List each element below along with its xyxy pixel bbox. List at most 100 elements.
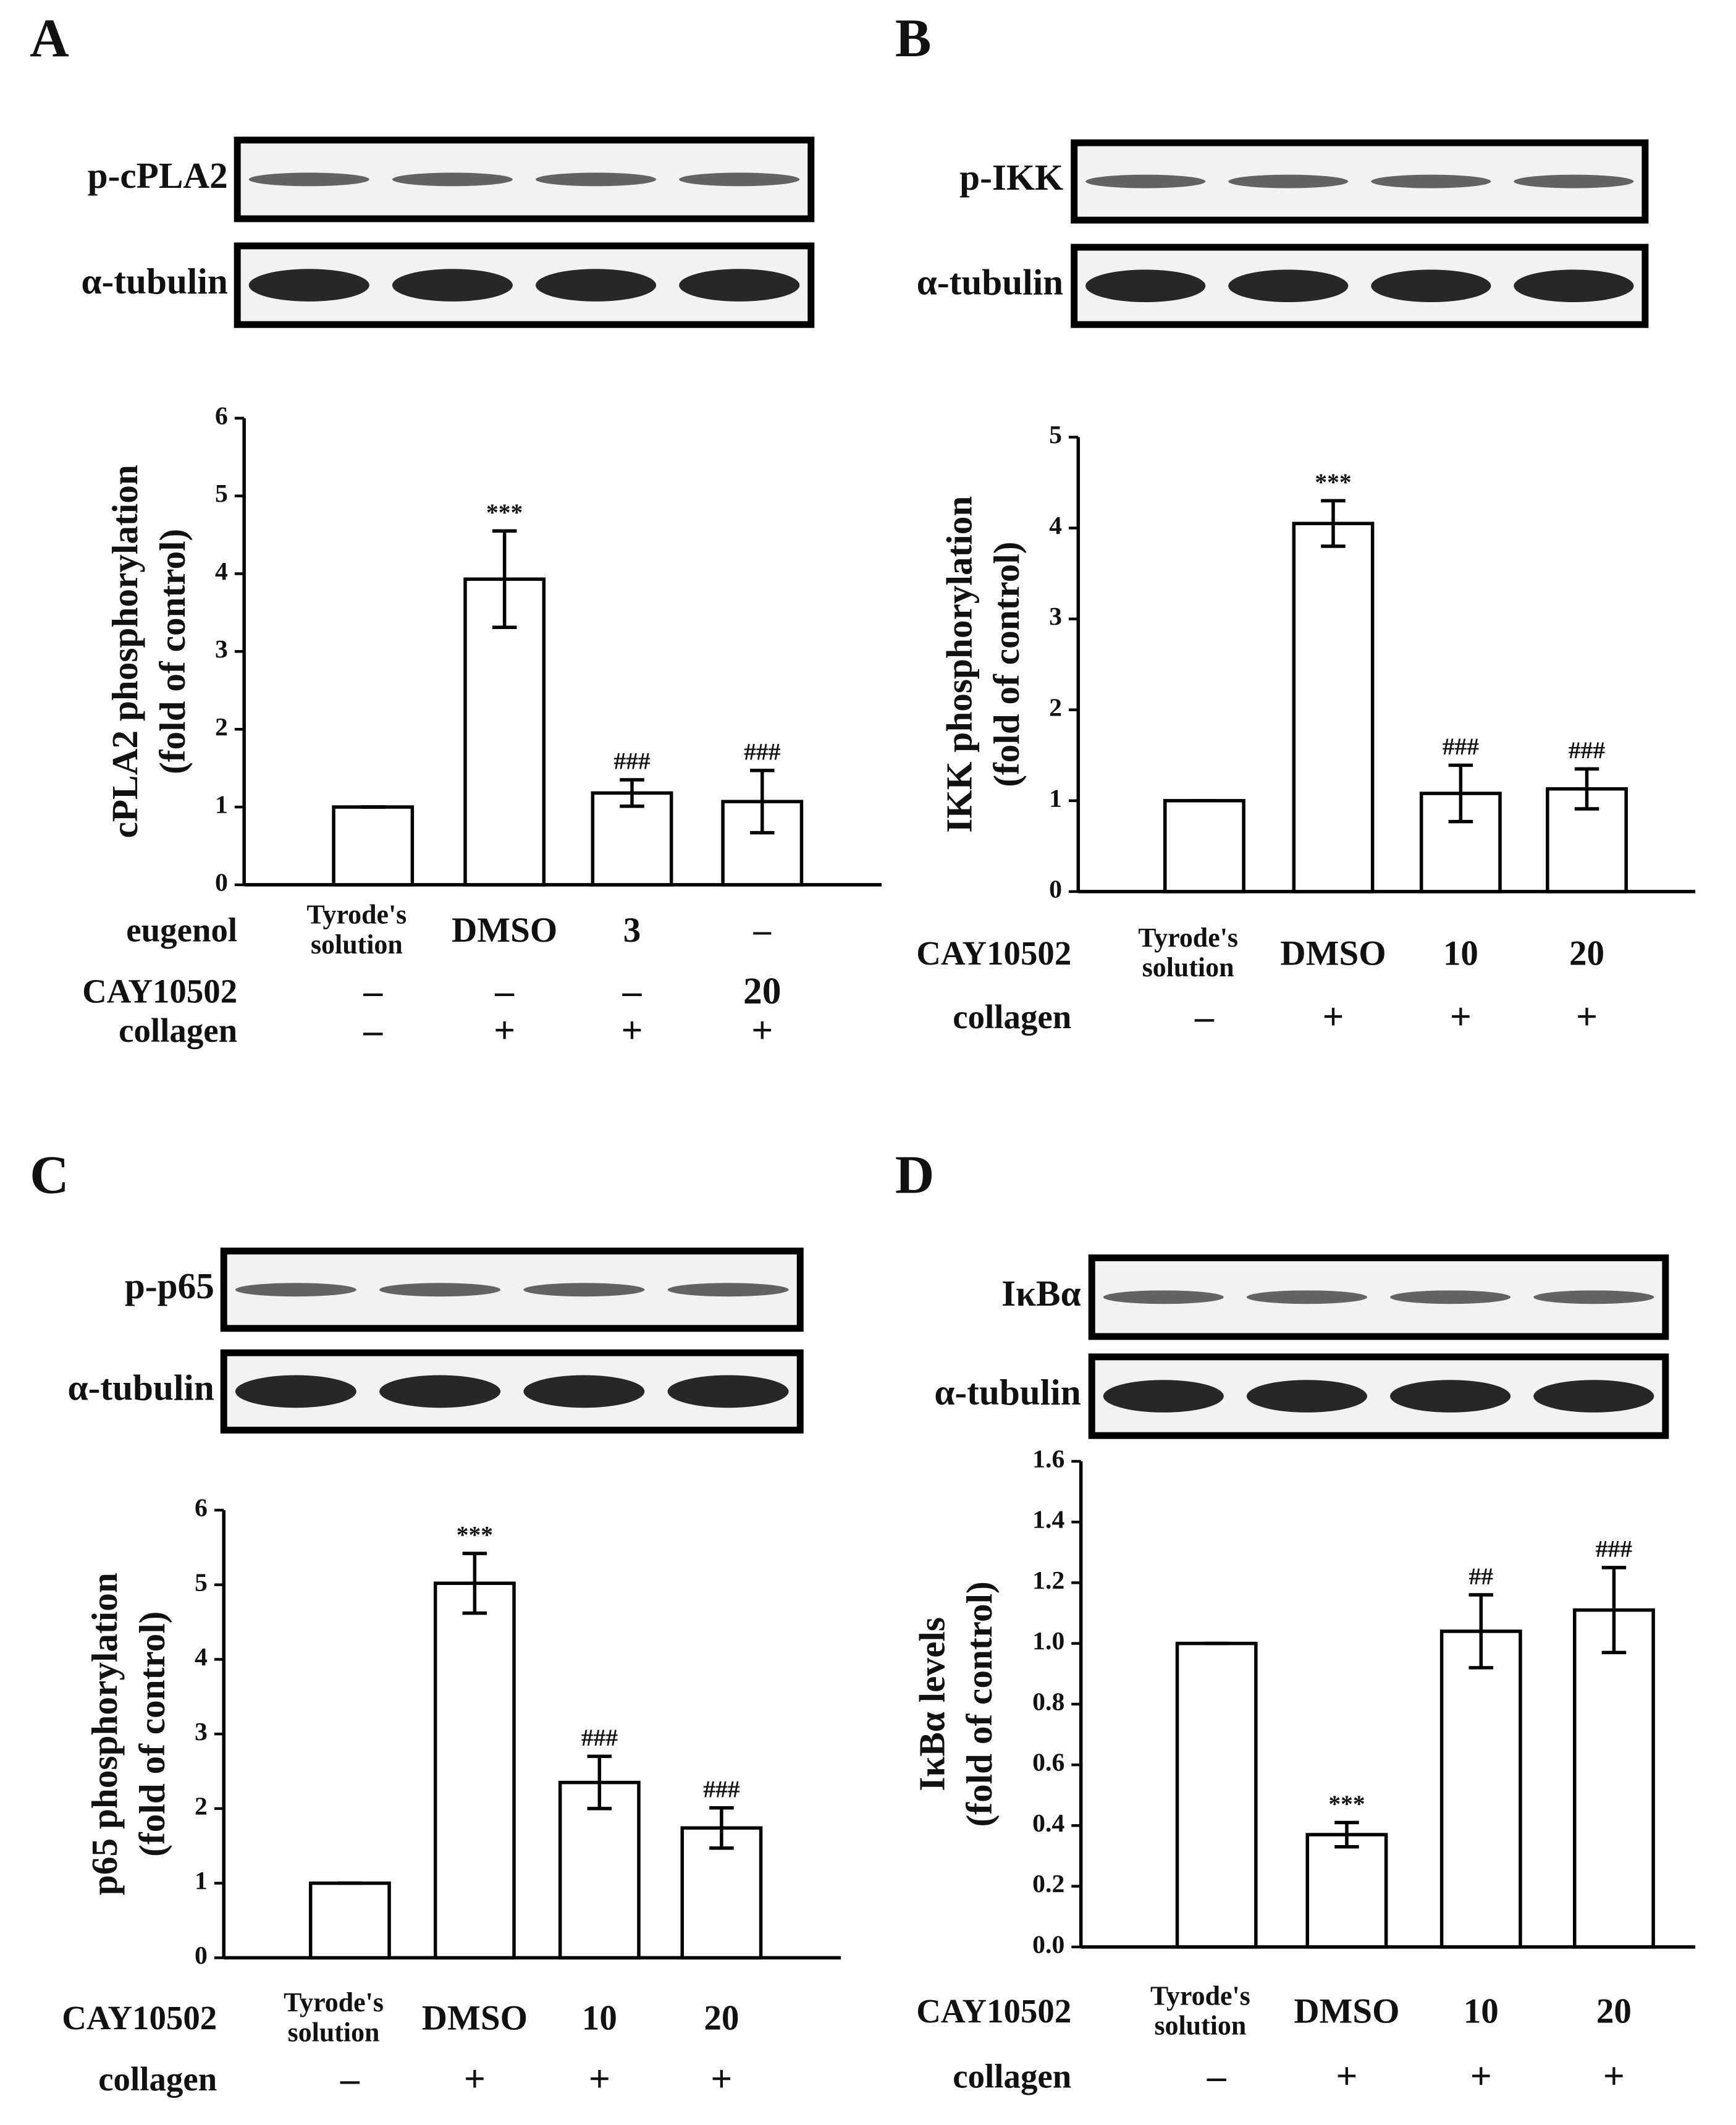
y-tick-label: 4 [195,1643,208,1671]
y-tick-label: 1.6 [1032,1445,1064,1473]
significance: *** [457,1521,493,1548]
y-tick-label: 5 [195,1568,208,1597]
blot-band [1228,269,1349,303]
y-axis-label: IκBα levels [911,1617,952,1791]
blot-label: IκBα [1001,1273,1081,1314]
row-label: collagen [953,2058,1071,2095]
bar [1439,1629,1522,1949]
row-label: collagen [98,2060,217,2098]
blot-band [523,1375,645,1408]
treatment-label: – [1207,2055,1227,2097]
y-tick-label: 6 [195,1494,208,1523]
y-tick-label: 3 [195,1718,208,1746]
treatment-label: – [494,970,515,1012]
treatment-label: – [363,970,383,1012]
blot-band [248,172,369,187]
blot-band [1085,174,1206,188]
row-label: eugenol [126,911,237,949]
y-axis-label: cPLA2 phosphorylation [104,465,145,838]
category-label: DMSO [1294,1992,1399,2031]
treatment-label: – [1194,996,1215,1038]
blot-band [392,269,513,302]
blot-band [679,172,800,187]
blot-label: α-tubulin [917,261,1063,302]
category-label: 20 [1596,1992,1632,2031]
y-axis-label: (fold of control) [959,1581,1000,1827]
y-tick-label: 5 [215,479,228,508]
significance: ### [703,1775,740,1802]
panel-letter: D [895,1145,934,1205]
blot-label: p-IKK [959,157,1063,198]
blot-label: α-tubulin [68,1367,214,1408]
row-label: CAY10502 [82,972,237,1010]
blot-band [667,1375,789,1408]
blot-band [248,269,369,302]
significance: ### [1569,737,1606,764]
y-tick-label: 4 [215,557,228,586]
category-label: 20 [1569,934,1604,973]
category-label: – [753,911,772,950]
significance: ### [1596,1536,1633,1563]
category-label: 10 [582,1999,617,2038]
blot-band [1390,1380,1511,1413]
blot-label: p-cPLA2 [88,155,228,196]
y-tick-label: 2 [215,713,228,741]
significance: *** [1315,468,1351,496]
blot-band [523,1283,645,1297]
significance: ### [581,1724,618,1751]
bar [433,1581,516,1960]
bar [332,805,415,887]
treatment-label: 20 [743,970,781,1012]
blot-band [235,1375,356,1408]
blot-band [1103,1290,1224,1304]
y-axis-label: (fold of control) [152,529,193,774]
y-tick-label: 5 [1049,421,1062,449]
row-label: CAY10502 [916,1992,1071,2030]
category-label: Tyrode's solution [1138,923,1238,982]
category-label: Tyrode's solution [306,900,407,960]
y-axis-label: p65 phosphorylation [84,1573,125,1895]
blot-band [536,269,657,302]
category-label: Tyrode's solution [1150,1981,1250,2040]
treatment-label: + [589,2058,610,2100]
category-label: 20 [704,1999,739,2038]
bar [1163,799,1245,894]
category-label: 10 [1443,934,1478,973]
y-tick-label: 2 [1049,693,1062,722]
y-tick-label: 0 [1049,875,1062,903]
y-tick-label: 0.0 [1032,1930,1064,1959]
blot-band [1533,1380,1654,1413]
treatment-label: + [710,2058,732,2100]
y-axis-label: (fold of control) [986,542,1027,787]
blot-band [392,172,513,187]
y-tick-label: 1.2 [1032,1566,1064,1595]
significance: ### [744,738,781,766]
blot-band [379,1283,501,1297]
category-label: DMSO [422,1999,528,2038]
treatment-label: + [1470,2055,1492,2097]
category-label: DMSO [452,911,557,950]
blot-band [1533,1290,1654,1304]
category-label: Tyrode's solution [284,1988,384,2047]
y-tick-label: 0.2 [1032,1870,1064,1898]
y-tick-label: 0 [215,868,228,897]
blot-band [1514,174,1634,188]
blot-band [1371,269,1491,303]
bar [308,1881,391,1960]
bar [1573,1608,1655,1949]
treatment-label: + [464,2058,486,2100]
y-tick-label: 0 [195,1941,208,1970]
significance: ### [613,748,651,775]
blot-band [1390,1290,1511,1304]
treatment-label: + [1336,2055,1357,2097]
row-label: collagen [953,998,1071,1036]
significance: ### [1443,733,1480,760]
treatment-label: + [1450,996,1472,1038]
treatment-label: + [751,1010,773,1052]
blot-band [679,269,800,302]
y-tick-label: 1 [215,791,228,819]
treatment-label: + [1576,996,1598,1038]
treatment-label: – [340,2058,360,2100]
blot-label: p-p65 [125,1265,214,1306]
